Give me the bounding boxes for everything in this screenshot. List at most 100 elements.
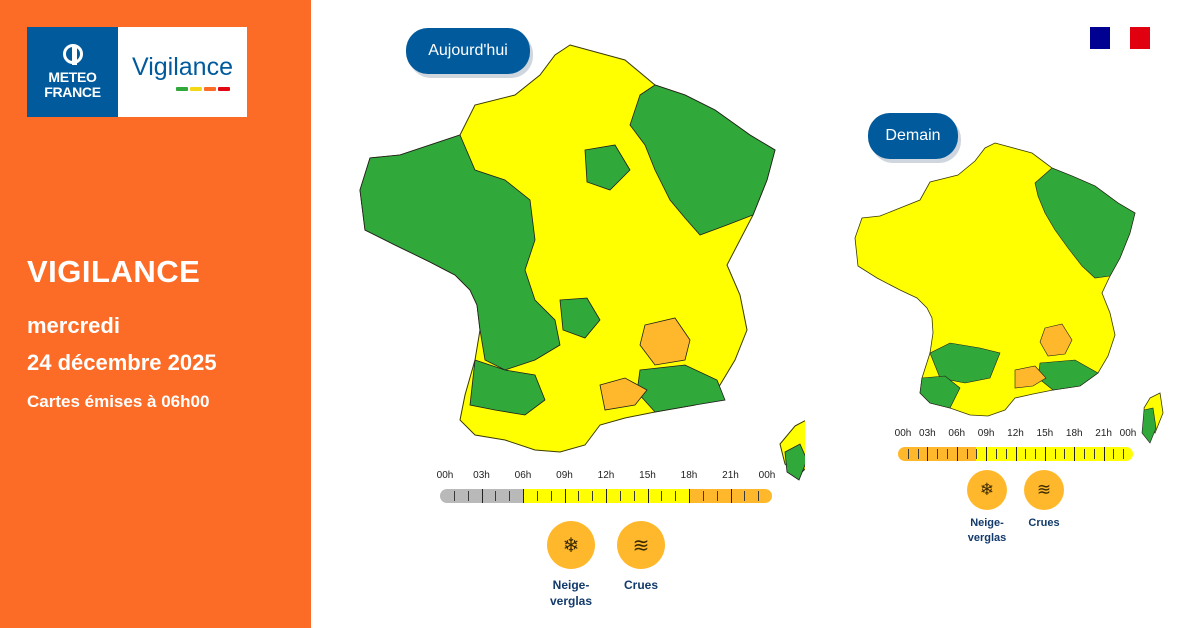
timeline-hour-grey [481, 489, 496, 503]
green-zone-southwest-coast [919, 375, 961, 409]
timeline-hour-label: 00h [1119, 428, 1137, 439]
orange-zone-languedoc [599, 377, 648, 411]
timeline-tick [675, 491, 677, 501]
timeline-hour-yellow [995, 447, 1006, 461]
green-zone-center [559, 297, 601, 339]
tomorrow-phenomenon-flood: ≋ Crues [1014, 470, 1074, 531]
timeline-tick [917, 449, 919, 459]
timeline-hour-label: 18h [1065, 428, 1083, 439]
timeline-hour-yellow [522, 489, 537, 503]
product-name: Vigilance [131, 53, 233, 81]
timeline-hour-label: 12h [1007, 428, 1024, 439]
timeline-tick [956, 447, 958, 461]
timeline-hour-yellow [633, 489, 648, 503]
timeline-hour-label: 00h [758, 470, 776, 481]
green-zone-southwest [469, 359, 546, 416]
timeline-tick [495, 491, 497, 501]
timeline-hour-yellow [647, 489, 662, 503]
timeline-tick [1044, 447, 1046, 461]
timeline-hour-orange [688, 489, 703, 503]
timeline-hour-yellow [1015, 447, 1026, 461]
timeline-tick [927, 447, 929, 461]
timeline-tick [1025, 449, 1027, 459]
timeline-hour-label: 06h [514, 470, 532, 481]
tomorrow-label: Demain [868, 113, 958, 159]
timeline-hour-grey [467, 489, 482, 503]
timeline-hour-yellow [1113, 447, 1123, 461]
timeline-tick [1035, 449, 1037, 459]
timeline-hour-label: 00h [894, 428, 912, 439]
timeline-hour-orange [744, 489, 759, 503]
timeline-hour-grey [453, 489, 468, 503]
timeline-hour-yellow [605, 489, 620, 503]
timeline-hour-orange [937, 447, 947, 461]
vigilance-logo: Vigilance [118, 27, 247, 117]
timeline-tick [578, 491, 580, 501]
timeline-hour-yellow [986, 447, 996, 461]
timeline-tick [716, 491, 718, 501]
timeline-tick [536, 491, 538, 501]
timeline-hour-yellow [550, 489, 565, 503]
timeline-hour-yellow [1005, 447, 1016, 461]
timeline-tick [1005, 449, 1007, 459]
timeline-tick [1123, 449, 1125, 459]
timeline-tick [564, 489, 566, 503]
timeline-hour-grey [509, 489, 523, 503]
timeline-hour-yellow [536, 489, 551, 503]
orange-zone-languedoc [1014, 365, 1047, 389]
timeline-hour-yellow [564, 489, 579, 503]
corsica-green [1141, 407, 1157, 444]
republique-francaise-flag-icon [1090, 27, 1150, 49]
timeline-hour-yellow [1074, 447, 1084, 461]
timeline-hour-label: 06h [948, 428, 966, 439]
timeline-tick [937, 449, 939, 459]
timeline-hour-label: 00h [436, 470, 454, 481]
timeline-hour-yellow [1093, 447, 1104, 461]
side-panel: METEO FRANCE Vigilance VIGILANCE mercredi… [0, 0, 311, 628]
timeline-tick [946, 449, 948, 459]
timeline-tick [1084, 449, 1086, 459]
timeline-tick [702, 491, 704, 501]
timeline-hour-orange [956, 447, 967, 461]
tomorrow-phenomenon-snow-ice: ❄ Neige-verglas [957, 470, 1017, 546]
timeline-tick [592, 491, 594, 501]
today-phenomenon-flood: ≋ Crues [606, 521, 676, 593]
timeline-hour-yellow [578, 489, 593, 503]
timeline-hour-orange [966, 447, 977, 461]
timeline-hour-label: 15h [1036, 428, 1054, 439]
timeline-tick [758, 491, 760, 501]
timeline-hour-orange [946, 447, 957, 461]
timeline-hour-grey [495, 489, 510, 503]
timeline-hour-yellow [1044, 447, 1055, 461]
orange-zone-massif-central [1039, 323, 1073, 357]
timeline-hour-grey [440, 489, 454, 503]
corsica-green [784, 443, 805, 481]
page-title: VIGILANCE [27, 254, 201, 289]
today-label: Aujourd'hui [406, 28, 530, 74]
timeline-hour-label: 03h [919, 428, 936, 439]
timeline-hour-yellow [1054, 447, 1065, 461]
snow-ice-icon: ❄ [547, 521, 595, 569]
green-zone-northeast [1034, 167, 1136, 279]
timeline-hour-label: 15h [639, 470, 656, 481]
green-zone-northeast [629, 84, 776, 236]
date: 24 décembre 2025 [27, 350, 217, 375]
timeline-hour-orange [758, 489, 772, 503]
timeline-hour-yellow [1103, 447, 1114, 461]
timeline-hour-orange [716, 489, 731, 503]
timeline-hour-orange [898, 447, 908, 461]
tomorrow-timeline: 00h 03h 06h 09h 12h 15h 18h 21h 00h [894, 428, 1136, 468]
timeline-tick [619, 491, 621, 501]
meteo-france-logo: METEO FRANCE [27, 27, 118, 117]
timeline-hour-label: 09h [556, 470, 573, 481]
timeline-tick [550, 491, 552, 501]
timeline-hour-yellow [1025, 447, 1035, 461]
today-vigilance-map [359, 44, 805, 481]
timeline-tick [467, 491, 469, 501]
timeline-hour-yellow [1122, 447, 1133, 461]
timeline-tick [976, 449, 978, 459]
timeline-tick [966, 449, 968, 459]
timeline-hour-orange [702, 489, 717, 503]
timeline-tick [995, 449, 997, 459]
snow-ice-icon: ❄ [967, 470, 1007, 510]
